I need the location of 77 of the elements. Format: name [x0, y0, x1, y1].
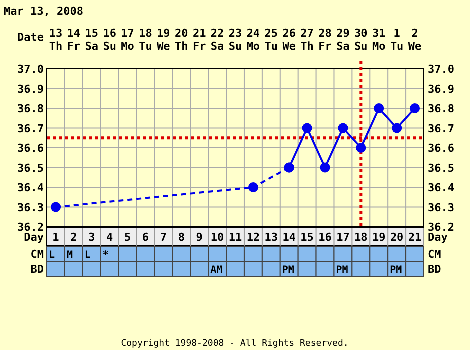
x2-tick-label: 2 We: [408, 27, 422, 53]
text: L: [49, 250, 56, 261]
y2-tick-label: 37.0: [428, 63, 454, 76]
y-tick-label: 36.4: [18, 182, 44, 194]
x-tick-label: 13: [264, 231, 278, 244]
y2-tick-label: 36.8: [428, 102, 454, 116]
text: Day: [428, 231, 448, 244]
y2-tick-label: BD: [428, 263, 442, 276]
x2-tick-label: 13 Th: [49, 27, 63, 53]
x-tick-label: 8: [178, 231, 185, 244]
text: PM: [282, 265, 294, 276]
y2-tick-label: 36.3: [428, 201, 454, 214]
x2-tick-label: 17 Mo: [121, 27, 135, 53]
text: AM: [210, 265, 223, 276]
x2-tick-label: 19 We: [157, 27, 171, 53]
x-tick-label: 12: [246, 231, 260, 244]
x-tick-label: 17: [336, 231, 350, 244]
x-tick-label: 11: [228, 231, 242, 244]
y2-tick-label: 36.7: [428, 122, 454, 136]
text: PM: [336, 265, 348, 276]
x2-tick-label: 30 Su: [354, 27, 368, 53]
y2-tick-label: 36.6: [428, 142, 455, 155]
text: M: [66, 250, 73, 261]
y-tick-label: 36.9: [18, 82, 44, 96]
x-tick-label: 14: [282, 231, 296, 244]
x2-tick-label: 25 Tu: [264, 27, 278, 53]
x2-tick-label: 24 Mo: [246, 27, 260, 53]
x-tick-label: 19: [372, 231, 386, 244]
x-tick-label: 16: [318, 231, 332, 244]
x2-axis-title: Date: [18, 31, 44, 44]
x2-tick-label: 31 Mo: [372, 27, 386, 53]
x-axis-title: Day: [24, 231, 44, 244]
x-tick-label: 18: [354, 231, 368, 244]
x-tick-label: 21: [408, 231, 422, 244]
y-tick-label: 36.8: [18, 102, 44, 116]
y-tick-label: 36.3: [18, 201, 44, 214]
x-tick-label: 15: [300, 231, 314, 244]
x2-tick-label: 15 Sa: [85, 27, 99, 53]
x2-tick-label: 20 Th: [175, 27, 188, 53]
x-tick-label: 10: [210, 231, 224, 244]
y-tick-label: 36.7: [18, 122, 44, 136]
x2-tick-label: 21 Fr: [192, 27, 207, 53]
chart-title: Mar 13, 2008: [4, 5, 84, 18]
y2-tick-label: 36.9: [428, 82, 454, 96]
y2-tick-label: 36.5: [428, 162, 454, 175]
text: L: [84, 250, 91, 261]
x2-tick-label: 1 Tu: [390, 27, 404, 53]
x2-tick-label: 18 Tu: [139, 27, 152, 53]
text: Copyright 1998-2008 - All Rights Reserved.: [121, 339, 349, 349]
y-tick-label: 36.6: [18, 142, 44, 155]
y-tick-label: 36.5: [18, 162, 44, 175]
y2-tick-label: 36.2: [428, 221, 454, 234]
text: PM: [390, 265, 402, 276]
x2-tick-label: 23 Su: [228, 27, 242, 53]
x-tick-label: 5: [124, 231, 132, 244]
x-tick-label: 20: [390, 231, 404, 244]
x-tick-label: 4: [106, 231, 114, 244]
x-tick-label: 7: [160, 231, 168, 244]
x2-tick-label: 28 Fr: [318, 27, 332, 53]
y-tick-label: BD: [30, 263, 44, 276]
x2-tick-label: 27 Th: [300, 27, 314, 53]
y-tick-label: 36.2: [18, 221, 44, 234]
x-tick-label: 9: [196, 231, 203, 244]
x-tick-label: 2: [70, 231, 78, 244]
y-tick-label: 37.0: [18, 63, 44, 76]
x-tick-label: 1: [52, 231, 60, 244]
x2-tick-label: 26 We: [282, 27, 296, 53]
x2-tick-label: 16 Su: [103, 27, 117, 53]
y2-tick-label: 36.4: [428, 182, 455, 194]
x-tick-label: 3: [88, 231, 96, 244]
x2-tick-label: 22 Sa: [210, 27, 224, 53]
x2-tick-label: 14 Fr: [67, 27, 81, 53]
x2-tick-label: 29 Sa: [336, 27, 350, 53]
y2-tick-label: CM: [428, 248, 442, 261]
x-tick-label: 6: [142, 231, 150, 244]
y-tick-label: CM: [30, 248, 44, 261]
text: *: [102, 250, 109, 261]
